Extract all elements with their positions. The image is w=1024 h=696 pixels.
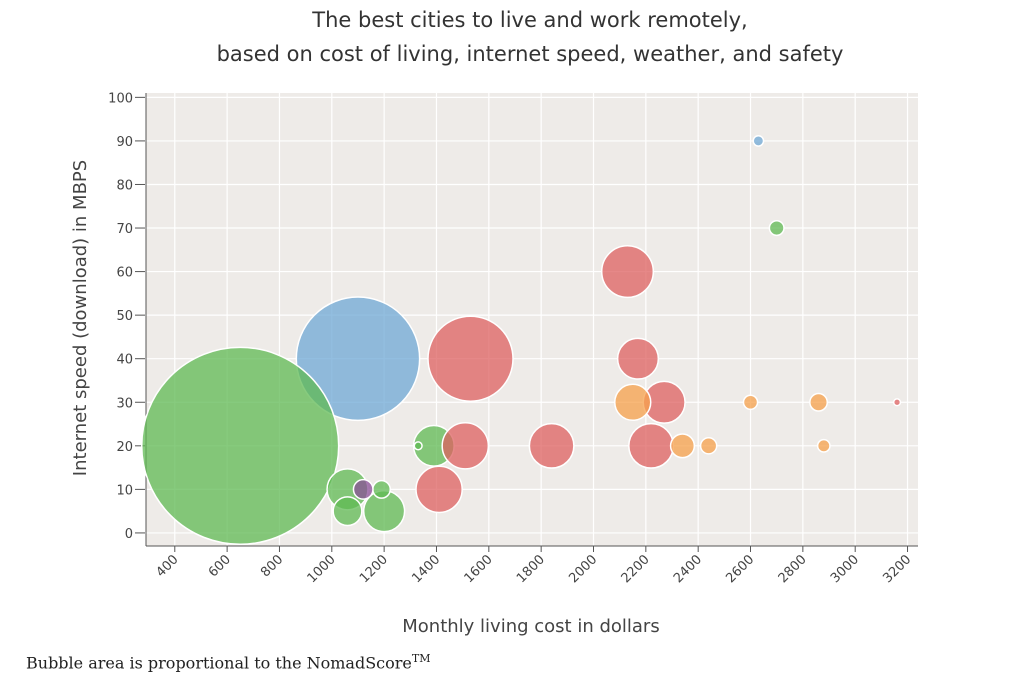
- x-axis-title: Monthly living cost in dollars: [402, 616, 659, 637]
- x-tick-label: 1600: [462, 552, 496, 586]
- x-tick-label: 600: [206, 552, 234, 580]
- x-tick-label: 2200: [619, 552, 653, 586]
- green-bubble: [372, 479, 391, 499]
- orange-bubble: [614, 383, 652, 421]
- x-tick-label: 2400: [671, 552, 705, 586]
- orange-bubble: [742, 394, 759, 411]
- green-bubble: [140, 346, 340, 546]
- green-bubble: [332, 496, 363, 527]
- x-tick-label: 1800: [514, 552, 548, 586]
- y-tick-label: 0: [125, 527, 133, 542]
- red-bubble: [441, 421, 490, 470]
- x-tick-label: 400: [153, 552, 181, 580]
- red-bubble: [616, 337, 660, 380]
- green-bubble: [768, 219, 785, 237]
- red-bubble: [415, 465, 463, 514]
- x-tick-label: 2800: [776, 552, 810, 586]
- green-bubble: [413, 441, 423, 451]
- red-bubble: [600, 245, 655, 299]
- x-tick-label: 1400: [409, 552, 443, 586]
- y-tick-label: 30: [116, 396, 133, 411]
- y-tick-label: 90: [116, 135, 133, 150]
- orange-bubble: [816, 438, 831, 453]
- x-tick-label: 2600: [723, 552, 757, 586]
- orange-bubble: [809, 392, 829, 412]
- blue-bubble: [752, 135, 765, 147]
- x-tick-label: 2000: [566, 552, 600, 586]
- chart-title-line-1: The best cities to live and work remotel…: [311, 8, 747, 32]
- y-tick-label: 100: [108, 91, 133, 106]
- y-tick-label: 60: [116, 266, 133, 281]
- footnote: Bubble area is proportional to the Nomad…: [26, 652, 431, 672]
- orange-bubble: [699, 437, 718, 455]
- y-tick-label: 80: [116, 178, 133, 193]
- red-bubble: [528, 422, 575, 469]
- orange-bubble: [669, 433, 696, 459]
- chart-title-line-2: based on cost of living, internet speed,…: [217, 42, 844, 66]
- x-tick-label: 1200: [357, 552, 391, 586]
- red-bubble: [628, 422, 675, 469]
- x-tick-label: 1000: [305, 552, 339, 586]
- y-tick-label: 20: [116, 440, 133, 455]
- footnote-trademark: TM: [411, 652, 431, 665]
- purple-bubble: [352, 478, 374, 500]
- gridlines: [146, 93, 918, 546]
- red-bubble: [427, 315, 514, 402]
- x-tick-label: 3200: [880, 552, 914, 586]
- y-axis-title: Internet speed (download) in MBPS: [70, 160, 91, 476]
- y-tick-label: 10: [116, 483, 133, 498]
- bubbles: [140, 135, 902, 546]
- blue-bubble: [295, 296, 421, 422]
- y-tick-label: 50: [116, 309, 133, 324]
- footnote-text: Bubble area is proportional to the Nomad…: [26, 653, 412, 673]
- x-tick-label: 3000: [828, 552, 862, 586]
- y-tick-label: 40: [116, 353, 133, 368]
- red-bubble: [892, 398, 902, 407]
- x-tick-label: 800: [258, 552, 286, 580]
- y-tick-label: 70: [116, 222, 133, 237]
